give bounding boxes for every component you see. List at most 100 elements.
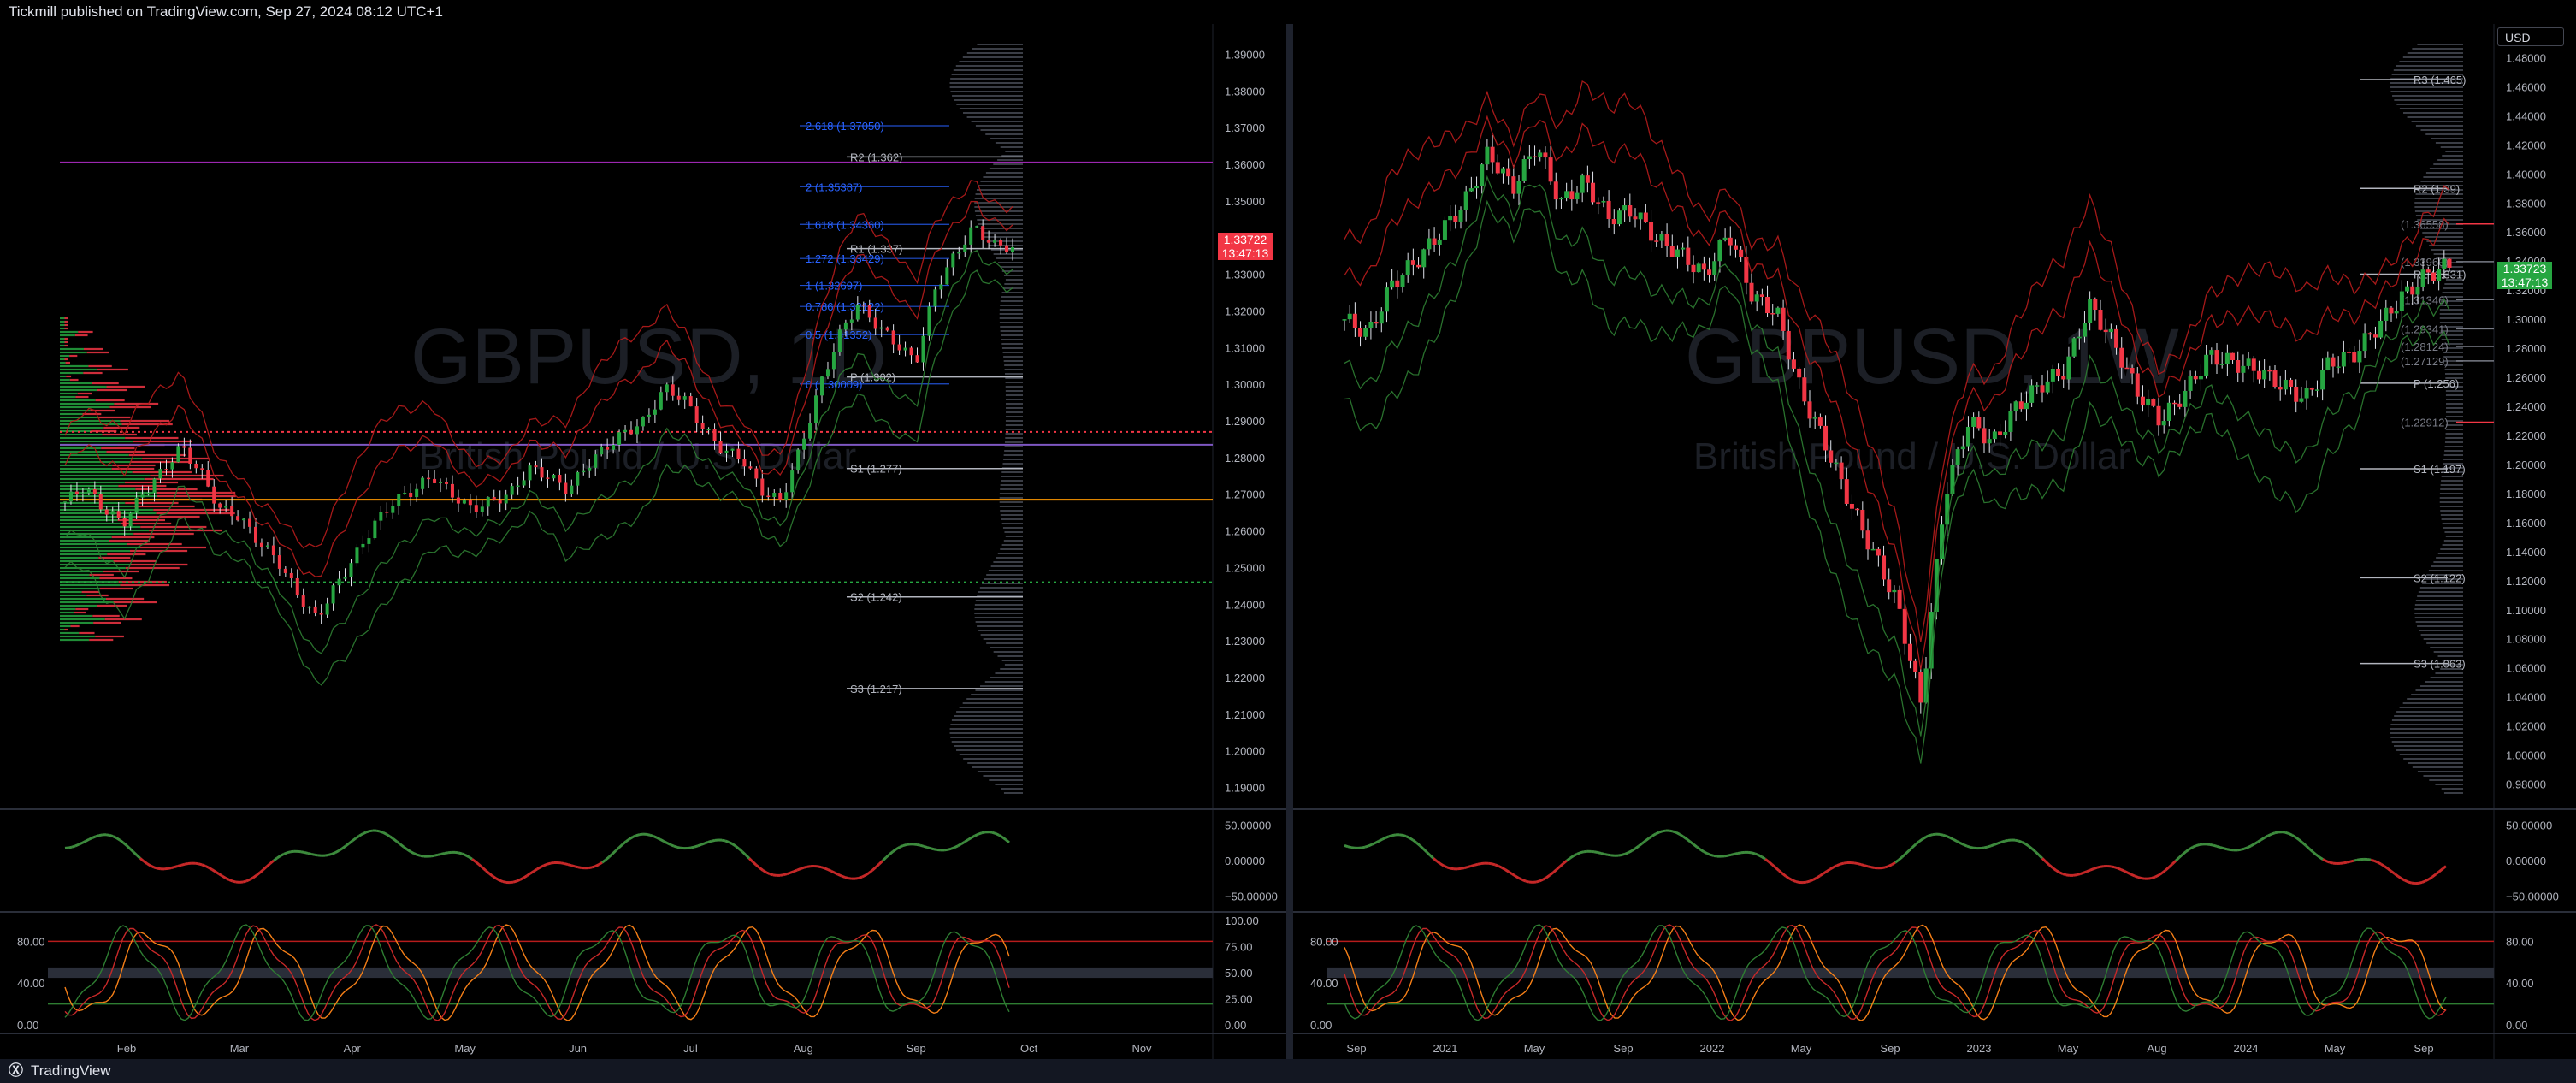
rsi-line-segment [153,866,158,870]
candle-body [1786,330,1791,360]
rsi-line-segment [2165,866,2170,872]
rsi-line-segment [779,873,784,877]
rsi-line-segment [923,844,928,849]
candle-body [820,376,824,396]
candle-body [694,406,699,423]
rsi-line-segment [1631,847,1636,852]
rsi-line-segment [2298,838,2303,844]
rsi-line-segment [410,850,415,855]
last-price-value: 1.33723 [2502,262,2547,275]
price-axis-tick-label: 1.35000 [1225,195,1265,208]
candle-body [403,492,407,494]
rsi-line-segment [174,864,179,869]
candle-body [975,226,979,228]
rsi-line-segment [967,836,972,841]
candle-body [1527,156,1532,160]
footer-brand[interactable]: TradingView [31,1062,111,1079]
candle-body [1538,152,1543,157]
rsi-line-segment [1474,862,1479,867]
rsi-line-segment [834,871,839,876]
candle-body [1907,643,1912,661]
candle-body [409,492,413,498]
chart-panel-daily[interactable]: GBPUSD, 1D British Pound / U.S. Dollar R2 … [0,24,1286,1059]
rsi-line-segment [981,831,986,835]
rsi-line-segment [1638,842,1643,848]
candle-body [1437,239,1442,245]
stoch-line [64,924,1010,1021]
candle-body [2362,333,2367,352]
rsi-line-segment [2037,854,2044,860]
candle-body [617,432,622,446]
tradingview-logo-icon[interactable]: Ⓧ [9,1062,23,1079]
candle-body [2357,351,2362,363]
pivot-level-label: S1 (1.197) [2414,463,2466,476]
rsi-line-segment [215,870,220,875]
stoch-right-tick-label: 50.00 [1225,967,1253,979]
candle-body [1410,260,1415,265]
chart-panel-weekly[interactable]: GBPUSD, 1W British Pound / U.S. Dollar R3 … [1293,24,2576,1059]
candle-body [2309,388,2314,390]
rsi-line-segment [1915,840,1920,846]
candle-body [1675,249,1680,257]
rsi-line-segment [526,872,531,878]
rsi-line-segment [1805,879,1811,884]
candle-body [2161,421,2166,426]
candle-body [1897,589,1902,609]
rsi-line-segment [1001,836,1007,841]
candle-body [1432,238,1437,245]
rsi-line-segment [694,844,699,849]
level-label: (1.31346) [2401,293,2449,306]
candle-body [242,518,246,521]
rsi-line-segment [362,831,367,836]
time-axis-tick-label: 2022 [1700,1042,1725,1055]
rsi-line-segment [2083,870,2088,874]
rsi-line-segment [310,852,316,856]
rsi-line-segment [1381,837,1386,841]
candle-body [492,497,496,500]
rsi-line-segment [964,838,969,843]
candle-body [1352,313,1357,328]
time-axis-tick-label: Sep [907,1042,926,1055]
currency-selector[interactable]: USD [2497,27,2564,46]
candle-body [945,267,949,285]
candle-body [1781,307,1786,331]
rsi-line-segment [1696,845,1701,851]
rsi-line-segment [889,850,894,855]
candle-body [1485,146,1490,165]
rsi-line-segment [741,850,747,856]
weekly-chart-canvas[interactable]: GBPUSD, 1W British Pound / U.S. Dollar R3 … [1293,24,2576,1059]
level-label: (1.29341) [2401,323,2449,335]
rsi-line-segment [2000,839,2006,843]
rsi-line-segment [769,873,774,877]
rsi-line-segment [125,844,132,850]
envelope-band-line [1344,80,2450,642]
rsi-line-segment [2274,831,2279,835]
panel-divider[interactable] [1286,24,1293,1059]
rsi-line-segment [560,861,565,866]
rsi-line-segment [926,846,931,850]
candle-body [2130,367,2135,374]
candle-body [1882,555,1887,580]
rsi-line-segment [625,837,630,843]
candle-body [748,466,753,469]
candle-body [1633,216,1638,220]
rsi-axis-tick-label: 0.00000 [1225,855,1265,867]
rsi-line-segment [605,855,610,861]
candle-body [1622,205,1628,211]
candle-body [2140,396,2145,406]
candle-body [606,447,610,450]
symbol-watermark: GBPUSD, 1D [411,313,887,400]
rsi-line-segment [1628,849,1633,855]
price-axis-tick-label: 1.20000 [1225,745,1265,758]
time-axis-tick-label: Jun [569,1042,587,1055]
candle-body [379,511,383,521]
rsi-line-segment [430,854,435,858]
candle-body [2420,269,2425,287]
rsi-line-segment [1672,830,1677,834]
candle-body [1701,263,1706,270]
rsi-line-segment [1446,866,1451,870]
rsi-line-segment [687,846,692,850]
rsi-line-segment [1501,866,1506,871]
candle-body [843,322,848,330]
